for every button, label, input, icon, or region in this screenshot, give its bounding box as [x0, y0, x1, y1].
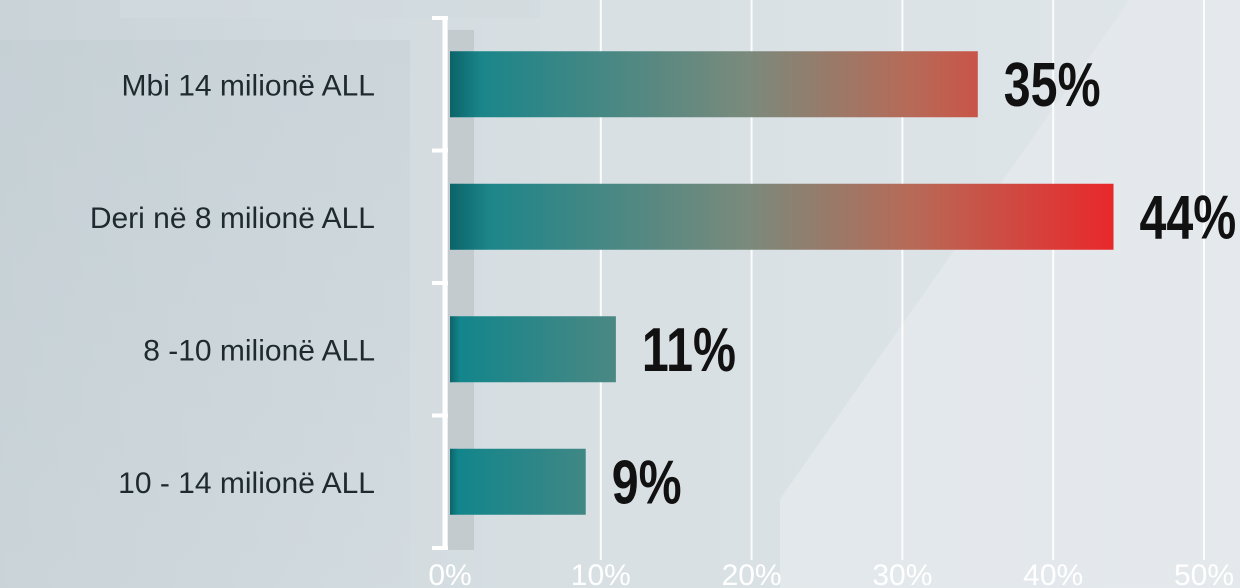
x-tick-label: 0%: [428, 559, 471, 588]
value-label: 44%: [1140, 183, 1237, 252]
category-label: 8 -10 milionë ALL: [143, 334, 375, 367]
x-tick-label: 10%: [571, 559, 631, 588]
x-tick-label: 30%: [872, 559, 932, 588]
value-label: 11%: [642, 315, 736, 384]
labels: Mbi 14 milionë ALL 35% Deri në 8 milionë A…: [90, 50, 1236, 588]
category-label: 10 - 14 milionë ALL: [118, 467, 375, 500]
bar-shade: [450, 316, 616, 383]
x-tick-label: 20%: [722, 559, 782, 588]
background-band: [120, 0, 540, 18]
category-label: Mbi 14 milionë ALL: [122, 69, 375, 102]
x-tick-label: 50%: [1174, 559, 1234, 588]
x-tick-label: 40%: [1023, 559, 1083, 588]
bar-shade: [450, 51, 978, 118]
value-label: 35%: [1004, 50, 1101, 119]
category-label: Deri në 8 milionë ALL: [90, 202, 375, 235]
bars: [450, 51, 1114, 515]
background-panel: [0, 40, 410, 588]
value-label: 9%: [612, 448, 682, 517]
bar-shade: [450, 448, 586, 515]
bar-shade: [450, 183, 1114, 250]
